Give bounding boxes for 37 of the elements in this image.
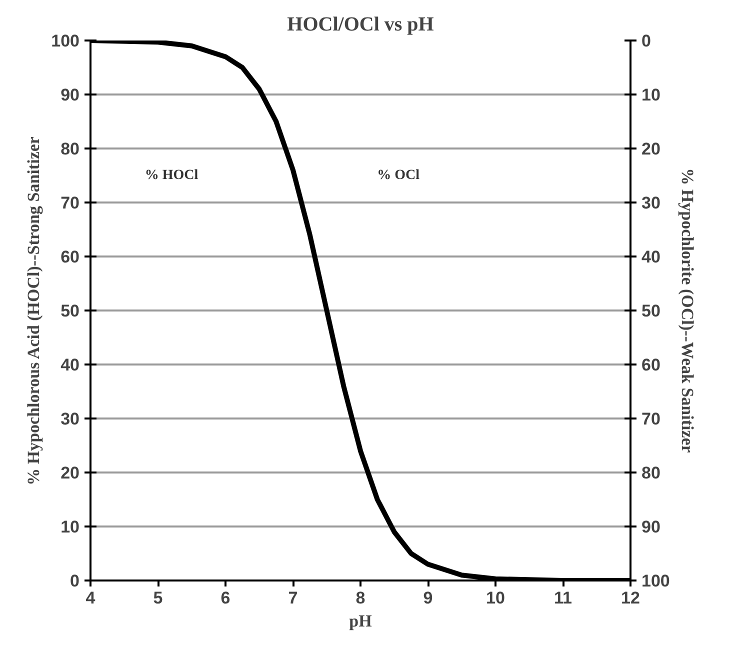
y2-tick-label: 40: [642, 248, 660, 266]
x-tick-label: 8: [356, 588, 366, 608]
y-axis-title: % Hypochlorous Acid (HOCl)--Strong Sanitizer: [24, 136, 44, 486]
x-tick-label: 4: [86, 588, 96, 608]
x-tick-label: 10: [486, 588, 505, 608]
x-tick-label: 9: [423, 588, 433, 608]
x-tick-label: 12: [621, 588, 640, 608]
y2-tick-label: 0: [642, 32, 651, 50]
annotation: % HOCl: [144, 168, 198, 183]
y-tick-label: 80: [60, 140, 80, 158]
y-tick-label: 60: [60, 248, 80, 266]
y-tick-label: 100: [51, 32, 80, 50]
y-tick-label: 50: [60, 302, 80, 320]
y2-tick-label: 10: [642, 86, 660, 104]
y2-tick-label: 50: [642, 302, 660, 320]
y-tick-label: 70: [60, 194, 80, 212]
y-tick-label: 0: [70, 572, 80, 590]
x-tick-label: 6: [220, 588, 230, 608]
y-tick-label: 40: [60, 356, 80, 374]
y2-tick-label: 30: [642, 194, 660, 212]
annotation: % OCl: [377, 168, 420, 183]
y2-tick-label: 60: [642, 356, 660, 374]
chart-title: HOCl/OCl vs pH: [287, 14, 434, 36]
x-tick-label: 11: [554, 588, 572, 608]
x-axis-title: pH: [349, 612, 372, 630]
y2-tick-label: 100: [642, 572, 670, 590]
y-tick-label: 30: [60, 410, 80, 428]
y2-tick-label: 70: [642, 410, 660, 428]
y2-tick-label: 80: [642, 464, 660, 482]
y-tick-label: 90: [60, 86, 80, 104]
x-tick-label: 5: [153, 588, 163, 608]
y2-tick-label: 90: [642, 518, 660, 536]
y-tick-label: 20: [60, 464, 80, 482]
x-tick-label: 7: [288, 588, 298, 608]
y2-axis-title: % Hypochlorite (OCl)--Weak Sanitizer: [678, 168, 697, 454]
y-tick-label: 10: [60, 518, 80, 536]
y2-tick-label: 20: [642, 140, 660, 158]
